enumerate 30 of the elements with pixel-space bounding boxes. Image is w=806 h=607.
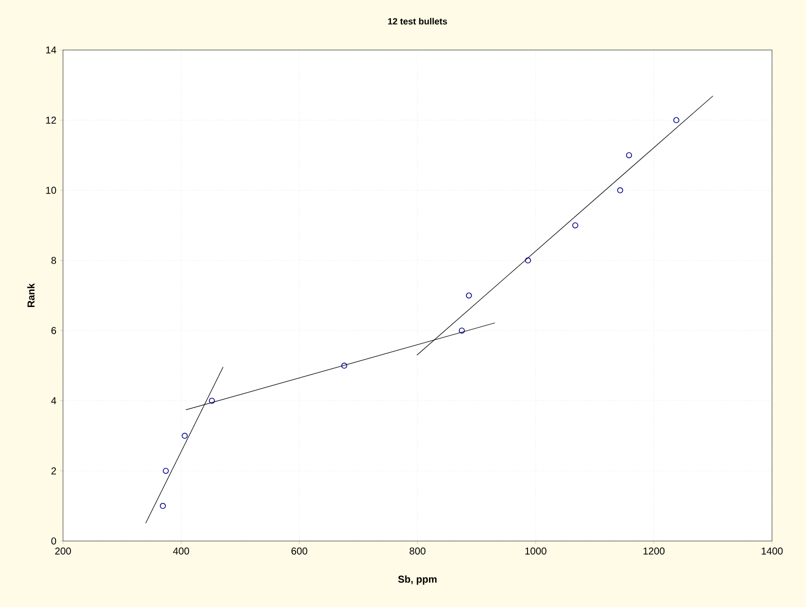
- y-tick-label: 0: [51, 537, 56, 545]
- point: [458, 328, 465, 334]
- y-tick-label: 14: [46, 46, 56, 54]
- y-tick-label: 12: [46, 116, 56, 124]
- x-tick-label: 1000: [525, 548, 546, 555]
- point: [524, 257, 531, 264]
- point: [673, 117, 680, 124]
- chart-title: 12 test bullets: [388, 18, 448, 24]
- point: [162, 468, 169, 474]
- point: [208, 398, 215, 404]
- point: [466, 292, 472, 298]
- point: [160, 502, 166, 509]
- point: [617, 187, 624, 194]
- x-tick-label: 600: [292, 548, 308, 555]
- x-tick-label: 1200: [644, 548, 665, 555]
- x-tick-label: 200: [55, 548, 71, 555]
- point: [626, 152, 632, 158]
- point: [341, 362, 348, 369]
- x-axis-title: Sb, ppm: [398, 575, 437, 585]
- point: [182, 432, 188, 439]
- y-tick-label: 4: [51, 397, 56, 404]
- y-tick-label: 8: [51, 256, 56, 264]
- y-axis-title: Rank: [27, 283, 35, 308]
- x-tick-label: 400: [173, 548, 190, 555]
- y-tick-label: 6: [51, 327, 56, 334]
- x-tick-label: 800: [410, 548, 426, 555]
- y-tick-label: 10: [46, 186, 56, 194]
- y-tick-label: 2: [51, 467, 56, 474]
- point: [572, 222, 578, 228]
- x-tick-label: 1400: [762, 548, 783, 555]
